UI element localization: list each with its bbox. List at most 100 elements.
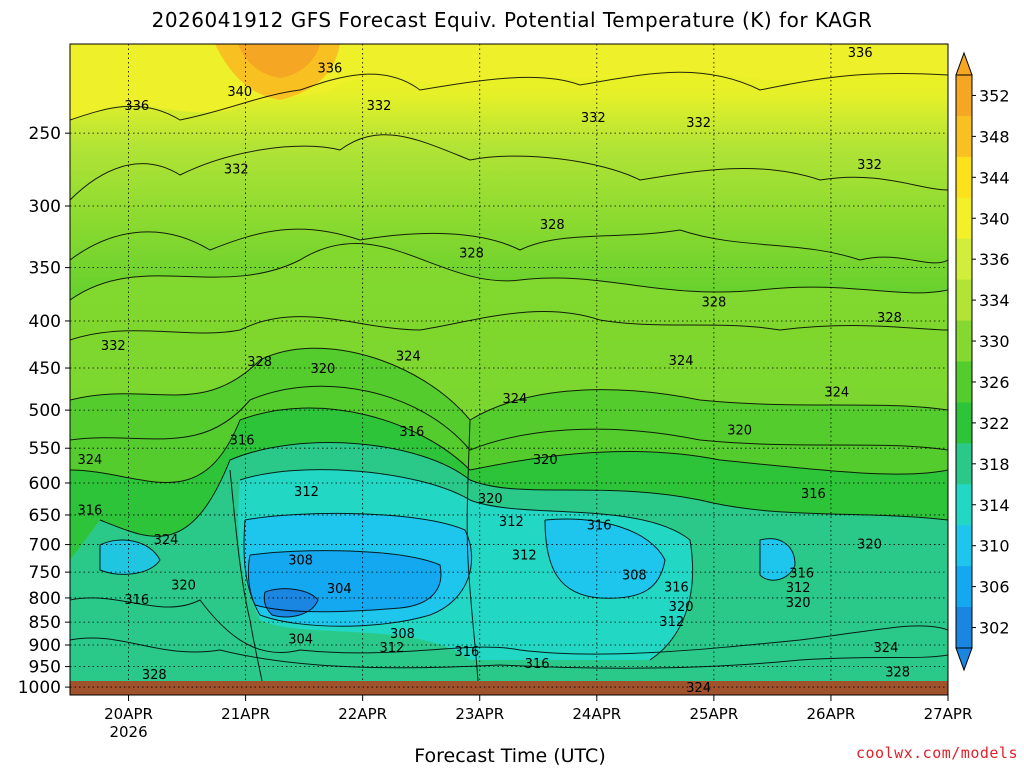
colorbar-swatch — [956, 525, 972, 567]
contour-label: 324 — [824, 385, 849, 400]
y-tick-label: 1000 — [18, 678, 61, 698]
colorbar-label: 318 — [979, 455, 1010, 474]
contour-label: 324 — [77, 453, 102, 468]
x-tick-label: 26APR — [807, 705, 856, 723]
contour-label: 332 — [581, 111, 606, 126]
contour-label: 316 — [124, 593, 149, 608]
colorbar-bottom-arrow — [955, 647, 973, 672]
contour-label: 316 — [230, 433, 255, 448]
contour-label: 316 — [77, 503, 102, 518]
y-tick-label: 850 — [29, 613, 61, 633]
colorbar-label: 336 — [979, 250, 1010, 269]
ground-surface — [70, 681, 948, 695]
colorbar-label: 340 — [979, 209, 1010, 228]
contour-label: 312 — [499, 515, 524, 530]
contour-label: 312 — [786, 581, 811, 596]
colorbar-label: 334 — [979, 291, 1010, 310]
colorbar-label: 348 — [979, 127, 1010, 146]
y-tick-label: 400 — [29, 312, 61, 332]
colorbar-top-arrow — [955, 51, 973, 76]
y-tick-label: 500 — [29, 401, 61, 421]
field-layer — [70, 44, 948, 681]
y-tick-label: 250 — [29, 124, 61, 144]
contour-label: 320 — [786, 596, 811, 611]
contour-label: 336 — [848, 46, 873, 61]
contour-label: 316 — [454, 645, 479, 660]
contour-label: 316 — [399, 425, 424, 440]
colorbar-label: 330 — [979, 332, 1010, 351]
contour-label: 328 — [142, 668, 167, 683]
colorbar-swatch — [956, 607, 972, 649]
contour-label: 328 — [540, 218, 565, 233]
contour-label: 304 — [327, 582, 352, 597]
colorbar-swatch — [956, 75, 972, 117]
x-tick-label: 27APR — [924, 705, 973, 723]
y-axis: 250 300 350 400 450 500 550 600 650 700 750 800 850 9… — [18, 124, 70, 698]
colorbar-swatch — [956, 279, 972, 322]
x-tick-label: 20APR — [104, 705, 153, 723]
contour-label: 328 — [701, 296, 726, 311]
colorbar-label: 326 — [979, 373, 1010, 392]
contour-label: 336 — [317, 61, 342, 76]
y-tick-label: 700 — [29, 536, 61, 556]
y-tick-label: 900 — [29, 636, 61, 656]
contour-label: 332 — [224, 162, 249, 177]
contour-label: 328 — [247, 355, 272, 370]
contour-label: 308 — [390, 627, 415, 642]
contour-label: 328 — [459, 246, 484, 261]
contour-label: 320 — [310, 362, 335, 377]
contour-label: 324 — [396, 349, 421, 364]
contour-label: 320 — [533, 453, 558, 468]
colorbar-swatch — [956, 197, 972, 240]
contour-label: 316 — [587, 519, 612, 534]
credit-text[interactable]: coolwx.com/models — [855, 744, 1018, 762]
colorbar-swatch — [956, 320, 972, 362]
y-tick-label: 800 — [29, 589, 61, 609]
y-tick-label: 750 — [29, 563, 61, 583]
contour-label: 332 — [686, 116, 711, 131]
colorbar-swatch — [956, 115, 972, 158]
colorbar-swatch — [956, 361, 972, 403]
contour-label: 324 — [669, 354, 694, 369]
contour-label: 316 — [525, 657, 550, 672]
x-tick-label: 23APR — [455, 705, 504, 723]
y-tick-label: 550 — [29, 439, 61, 459]
contour-label: 312 — [659, 615, 684, 630]
colorbar-swatch — [956, 566, 972, 608]
colorbar-label: 302 — [979, 619, 1010, 638]
y-tick-label: 350 — [29, 259, 61, 279]
contour-labels: 336 340 336 332 332 332 332 336 332 328 328 328 328 3… — [77, 46, 910, 696]
contour-label: 320 — [857, 537, 882, 552]
contour-label: 312 — [294, 485, 319, 500]
colorbar-label: 310 — [979, 537, 1010, 556]
y-tick-label: 600 — [29, 474, 61, 494]
colorbar: 352 348 344 340 336 334 330 326 322 318 314 310 306 3… — [955, 51, 1010, 672]
colorbar-label: 352 — [979, 86, 1010, 105]
contour-label: 320 — [171, 579, 196, 594]
colorbar-swatch — [956, 156, 972, 199]
contour-label: 324 — [154, 533, 179, 548]
contour-label: 312 — [512, 549, 537, 564]
x-axis-title: Forecast Time (UTC) — [414, 745, 606, 767]
contour-label: 332 — [857, 158, 882, 173]
contour-label: 316 — [789, 567, 814, 582]
colorbar-swatch — [956, 443, 972, 485]
contour-label: 320 — [669, 600, 694, 615]
contour-label: 312 — [380, 641, 405, 656]
contour-label: 320 — [727, 424, 752, 439]
contour-label: 308 — [288, 554, 313, 569]
y-tick-label: 300 — [29, 197, 61, 217]
contour-label: 308 — [622, 568, 647, 583]
contour-label: 332 — [367, 99, 392, 114]
plot-frame — [69, 43, 949, 696]
colorbar-label: 344 — [979, 168, 1010, 187]
x-tick-sublabel: 2026 — [109, 723, 147, 741]
contour-label: 320 — [478, 492, 503, 507]
contour-label: 328 — [885, 666, 910, 681]
contour-label: 324 — [874, 641, 899, 656]
contour-label: 316 — [664, 580, 689, 595]
contour-label: 316 — [801, 487, 826, 502]
colorbar-label: 322 — [979, 414, 1010, 433]
